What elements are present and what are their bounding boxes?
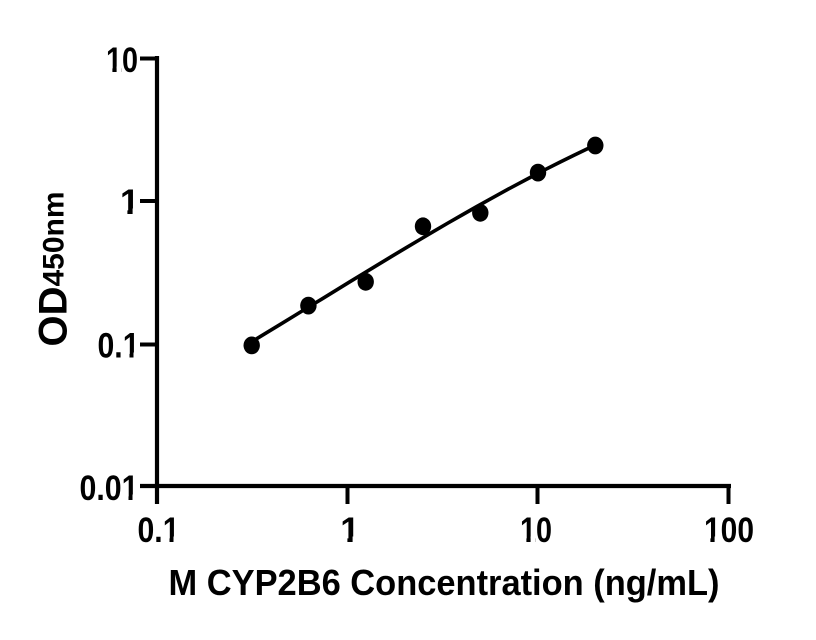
svg-text:M CYP2B6 Concentration (ng/mL): M CYP2B6 Concentration (ng/mL) [169, 562, 720, 603]
svg-text:1: 1 [340, 511, 359, 550]
svg-text:OD450nm: OD450nm [32, 191, 76, 346]
svg-text:10: 10 [106, 41, 138, 80]
svg-text:100: 100 [704, 511, 754, 550]
svg-text:0.1: 0.1 [98, 327, 140, 366]
svg-text:10: 10 [520, 511, 552, 550]
svg-text:0.1: 0.1 [138, 511, 180, 550]
svg-text:1: 1 [120, 183, 139, 222]
svg-text:0.01: 0.01 [80, 469, 139, 508]
